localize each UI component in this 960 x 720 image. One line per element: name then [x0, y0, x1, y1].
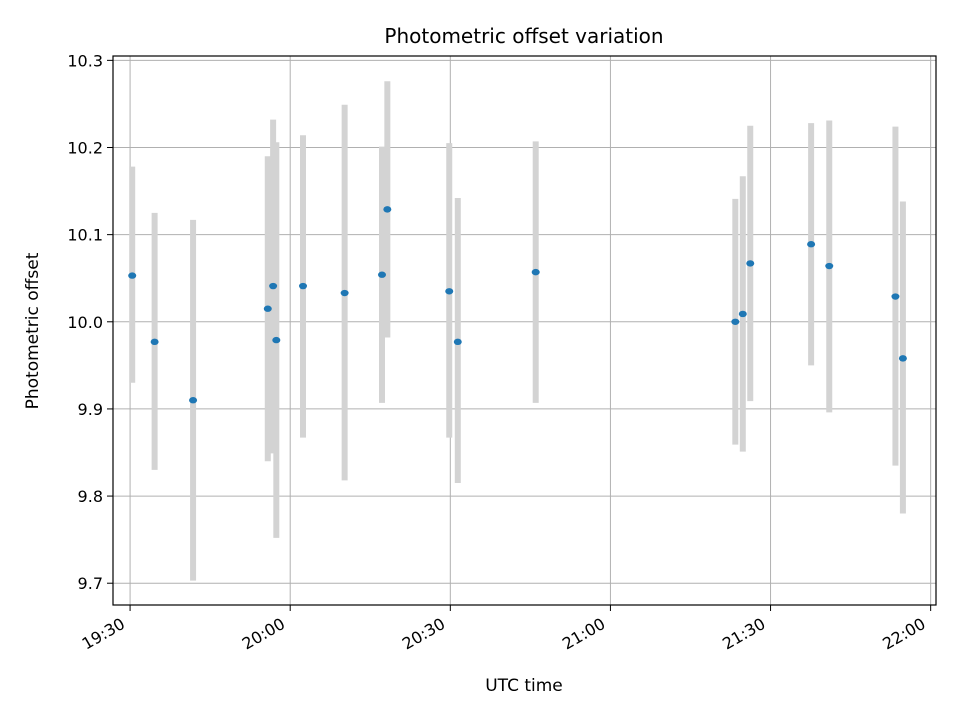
plot-frame [112, 55, 937, 606]
y-tick-label: 10.2 [67, 139, 103, 158]
data-point [150, 338, 159, 346]
data-point [377, 271, 386, 278]
y-axis-ticks: 9.7 9.8 9.9 10.0 10.1 10.2 10.3 [67, 51, 113, 593]
error-bars [129, 81, 906, 581]
x-tick-label: 21:00 [559, 614, 608, 654]
data-points [128, 206, 907, 404]
y-tick-label: 10.3 [67, 51, 103, 70]
data-point [299, 282, 308, 290]
data-point [263, 305, 272, 312]
x-axis-ticks: 19:30 20:00 20:30 21:00 21:30 22:00 [79, 605, 932, 654]
x-tick-label: 20:30 [399, 614, 448, 654]
y-tick-label: 9.9 [78, 400, 103, 419]
data-point [898, 355, 907, 362]
y-axis-label: Photometric offset [23, 252, 43, 409]
chart-title: Photometric offset variation [384, 24, 663, 48]
data-point [746, 260, 755, 267]
x-tick-label: 21:30 [719, 614, 768, 654]
data-point [128, 272, 137, 279]
data-point [189, 397, 198, 404]
data-point [531, 268, 540, 276]
data-point [445, 288, 454, 295]
y-tick-label: 9.8 [78, 487, 103, 506]
grid [113, 56, 936, 605]
data-point [383, 206, 392, 213]
data-point [272, 336, 281, 344]
y-tick-label: 10.1 [67, 226, 103, 245]
data-point [825, 262, 834, 270]
y-tick-label: 10.0 [67, 313, 103, 332]
data-point [453, 338, 462, 346]
x-tick-label: 22:00 [879, 614, 928, 654]
x-tick-label: 20:00 [239, 614, 288, 654]
x-axis-label: UTC time [485, 676, 563, 696]
data-point [731, 318, 740, 325]
data-point [891, 293, 900, 300]
data-point [807, 241, 816, 248]
data-point [738, 310, 747, 318]
data-point [340, 289, 349, 297]
y-tick-label: 9.7 [78, 574, 103, 593]
data-point [269, 282, 278, 290]
x-tick-label: 19:30 [79, 614, 128, 654]
